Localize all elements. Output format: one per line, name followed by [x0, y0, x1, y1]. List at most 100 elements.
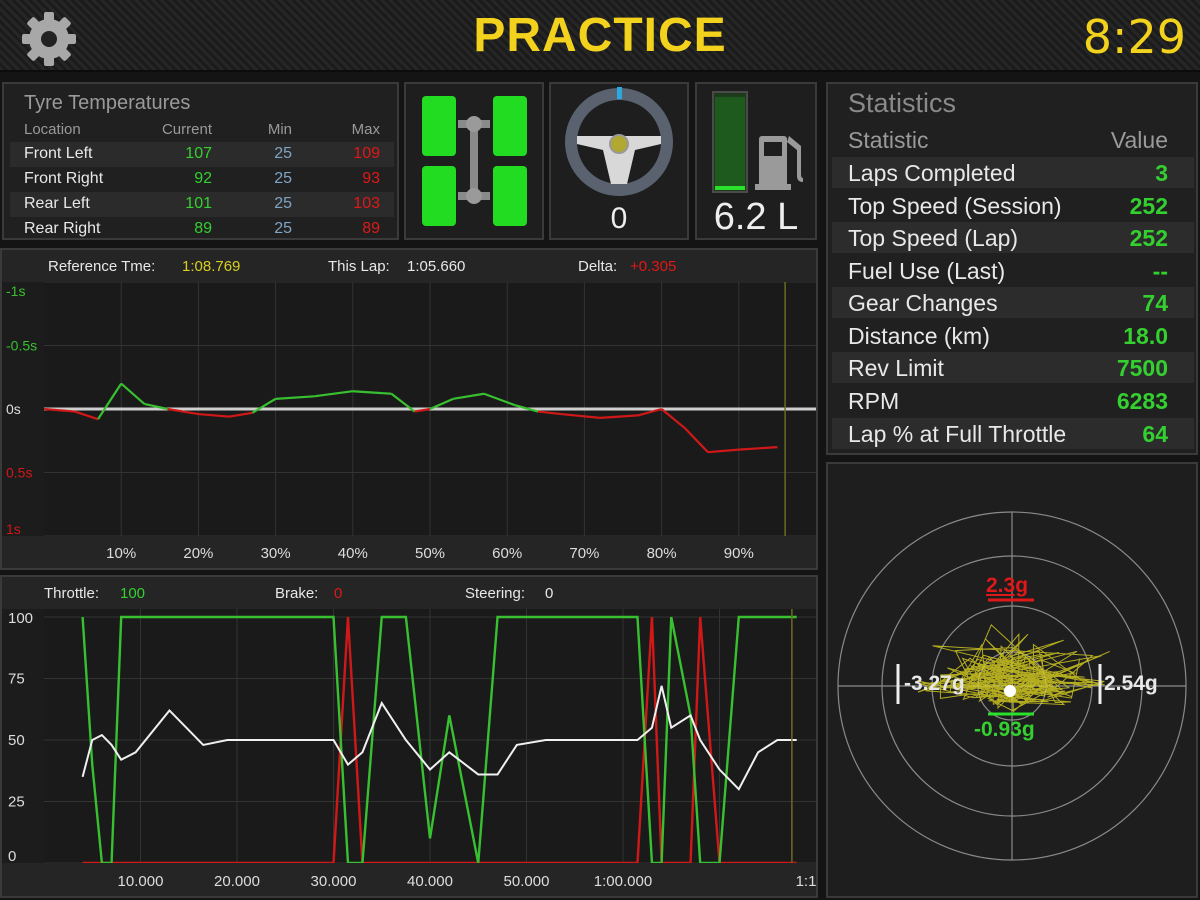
stat-value: 6283	[1116, 388, 1168, 414]
throttle-label: Throttle:	[44, 585, 100, 602]
delta-x-tick: 50%	[415, 545, 445, 562]
g-force-dot	[1004, 685, 1016, 697]
pedal-y-tick: 75	[8, 671, 25, 688]
delta-trace-segment	[599, 414, 639, 419]
stat-value: 64	[1142, 421, 1168, 447]
delta-trace-segment	[452, 392, 485, 400]
pedal-x-tick: 10.000	[118, 873, 164, 890]
fuel-widget[interactable]: 6.2 L	[695, 82, 817, 240]
pedal-trace-graph[interactable]: Throttle: 100 Brake: 0 Steering: 0 100 75…	[0, 575, 818, 898]
tyre-row-front-left: Front Left 107 25 109	[10, 142, 394, 167]
tyre-current: 92	[194, 170, 212, 187]
tyre-row-front-right: Front Right 92 25 93	[10, 167, 394, 192]
delta-trace-segment	[638, 407, 662, 417]
g-force-plot	[837, 511, 1187, 861]
g-top-label: 2.3g	[986, 574, 1029, 597]
stat-row-top-speed-lap: Top Speed (Lap) 252	[832, 222, 1194, 253]
stat-name: Rev Limit	[848, 355, 944, 381]
this-lap-label: This Lap:	[328, 258, 390, 275]
delta-value: +0.305	[630, 258, 677, 275]
stat-name: Gear Changes	[848, 290, 998, 316]
tyre-max: 109	[353, 145, 380, 162]
stat-row-full-throttle: Lap % at Full Throttle 64	[832, 418, 1194, 449]
tyre-max: 103	[353, 195, 380, 212]
statistics-header: Statistic Value	[832, 124, 1194, 155]
delta-y-tick: 0s	[6, 401, 21, 417]
pedal-plot: 100 75 50 25 0 10.000 20.000 30.000 40.000 50.000…	[2, 609, 816, 896]
tyre-current: 101	[185, 195, 212, 212]
stat-name: RPM	[848, 388, 900, 414]
fuel-gauge	[712, 91, 803, 193]
pedal-x-tick: 20.000	[214, 873, 260, 890]
stat-value: --	[1152, 258, 1168, 284]
delta-trace-segment	[251, 397, 277, 414]
delta-trace-segment	[144, 402, 168, 411]
tyre-min: 25	[274, 170, 292, 187]
g-right-label: 2.54g	[1104, 672, 1158, 695]
pedal-y-tick: 50	[8, 732, 25, 749]
column-header-max: Max	[351, 121, 380, 138]
delta-trace-segment	[390, 392, 416, 413]
delta-trace-segment	[537, 410, 562, 416]
tyre-current: 107	[185, 145, 212, 162]
pedal-graph-header: Throttle: 100 Brake: 0 Steering: 0	[2, 577, 816, 609]
brake-value: 0	[334, 585, 343, 602]
brake-label: Brake:	[275, 585, 319, 602]
stat-name: Laps Completed	[848, 160, 1016, 186]
car-chassis-icon	[422, 96, 527, 226]
delta-plot: -1s -0.5s 0s 0.5s 1s 10% 20% 30% 40% 50% 60% 70% 80%…	[2, 282, 816, 568]
stat-value: 18.0	[1123, 323, 1168, 349]
tyre-current: 89	[194, 220, 212, 237]
delta-graph-header: Reference Tme: 1:08.769 This Lap: 1:05.6…	[2, 250, 816, 282]
lap-delta-graph[interactable]: Reference Tme: 1:08.769 This Lap: 1:05.6…	[0, 248, 818, 570]
tyre-min: 25	[274, 220, 292, 237]
g-force-trace	[916, 624, 1110, 713]
delta-trace-segment	[275, 395, 315, 400]
delta-trace-segment	[738, 446, 778, 451]
tyre-location: Rear Right	[24, 220, 101, 237]
steering-widget[interactable]: 0	[549, 82, 689, 240]
delta-trace-segment	[707, 448, 739, 454]
reference-time-label: Reference Tme:	[48, 258, 156, 275]
stat-name: Top Speed (Session)	[848, 193, 1062, 219]
pedal-y-tick: 100	[8, 610, 33, 627]
delta-x-tick: 40%	[338, 545, 368, 562]
column-header-statistic: Statistic	[848, 127, 929, 153]
delta-x-tick: 20%	[183, 545, 213, 562]
delta-trace-segment	[683, 427, 709, 453]
stat-value: 3	[1155, 160, 1168, 186]
column-header-value: Value	[1110, 127, 1168, 153]
delta-trace-segment	[414, 407, 431, 413]
top-bar: PRACTICE 8:29	[0, 0, 1200, 72]
tyre-temperatures-panel: Tyre Temperatures Location Current Min M…	[2, 82, 399, 240]
delta-trace-segment	[561, 412, 600, 419]
pedal-y-tick: 25	[8, 794, 25, 811]
delta-y-tick: -0.5s	[6, 338, 37, 354]
pedal-x-tick: 50.000	[504, 873, 550, 890]
statistics-panel: Statistics Statistic Value Laps Complete…	[826, 82, 1198, 455]
g-force-panel: 2.3g -3.27g 2.54g -0.93g	[826, 462, 1198, 898]
pedal-y-tick: 0	[8, 848, 16, 865]
delta-x-tick: 90%	[724, 545, 754, 562]
statistics-title: Statistics	[848, 88, 957, 118]
delta-y-tick: 1s	[6, 521, 21, 537]
gear-icon[interactable]	[18, 8, 80, 70]
session-clock: 8:29	[1082, 10, 1186, 64]
chassis-widget[interactable]	[404, 82, 544, 240]
delta-trace-segment	[514, 404, 539, 413]
delta-trace-segment	[198, 412, 230, 418]
stat-row-rev-limit: Rev Limit 7500	[832, 352, 1194, 383]
steering-trace	[81, 685, 797, 791]
steering-trace-value: 0	[545, 585, 554, 602]
column-header-location: Location	[24, 121, 81, 138]
tyre-location: Front Right	[24, 170, 104, 187]
delta-x-tick: 60%	[492, 545, 522, 562]
reference-time-value: 1:08.769	[182, 258, 241, 275]
stat-value: 7500	[1116, 355, 1168, 381]
delta-trace-segment	[314, 390, 353, 398]
stat-name: Fuel Use (Last)	[848, 258, 1006, 284]
delta-x-tick: 30%	[261, 545, 291, 562]
delta-trace-segment	[660, 408, 686, 429]
delta-trace-segment	[120, 382, 146, 405]
tyre-min: 25	[274, 145, 292, 162]
